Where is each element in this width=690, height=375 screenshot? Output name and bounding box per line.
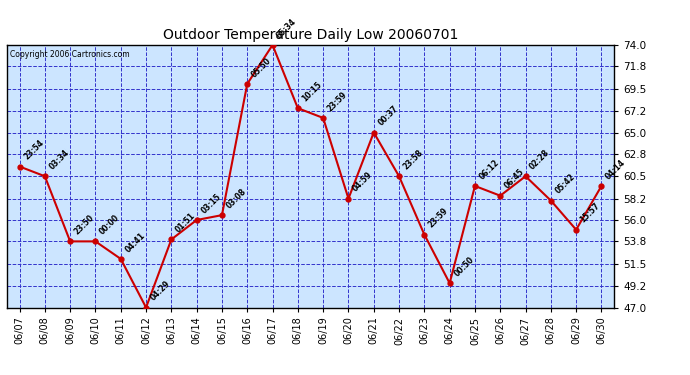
Text: 05:34: 05:34 [275,17,298,40]
Text: 01:51: 01:51 [174,211,197,235]
Text: 03:08: 03:08 [224,187,248,210]
Text: 23:59: 23:59 [427,206,450,230]
Text: 05:50: 05:50 [250,56,273,79]
Text: 04:59: 04:59 [351,170,374,194]
Text: 05:42: 05:42 [553,172,577,196]
Text: 23:50: 23:50 [72,213,96,237]
Text: 02:28: 02:28 [528,148,551,171]
Text: Copyright 2006 Cartronics.com: Copyright 2006 Cartronics.com [10,50,130,59]
Text: 15:57: 15:57 [579,201,602,225]
Text: 04:41: 04:41 [124,231,147,254]
Text: 23:58: 23:58 [402,148,425,171]
Text: 23:54: 23:54 [22,138,46,162]
Text: 10:15: 10:15 [300,80,324,104]
Text: 04:29: 04:29 [148,279,172,303]
Text: 03:15: 03:15 [199,192,222,215]
Title: Outdoor Temperature Daily Low 20060701: Outdoor Temperature Daily Low 20060701 [163,28,458,42]
Text: 00:37: 00:37 [376,104,400,128]
Text: 06:12: 06:12 [477,158,501,181]
Text: 03:34: 03:34 [48,148,71,171]
Text: 00:50: 00:50 [452,255,475,278]
Text: 23:59: 23:59 [326,90,349,113]
Text: 00:00: 00:00 [98,213,121,237]
Text: 06:45: 06:45 [503,168,526,191]
Text: 04:14: 04:14 [604,158,627,181]
